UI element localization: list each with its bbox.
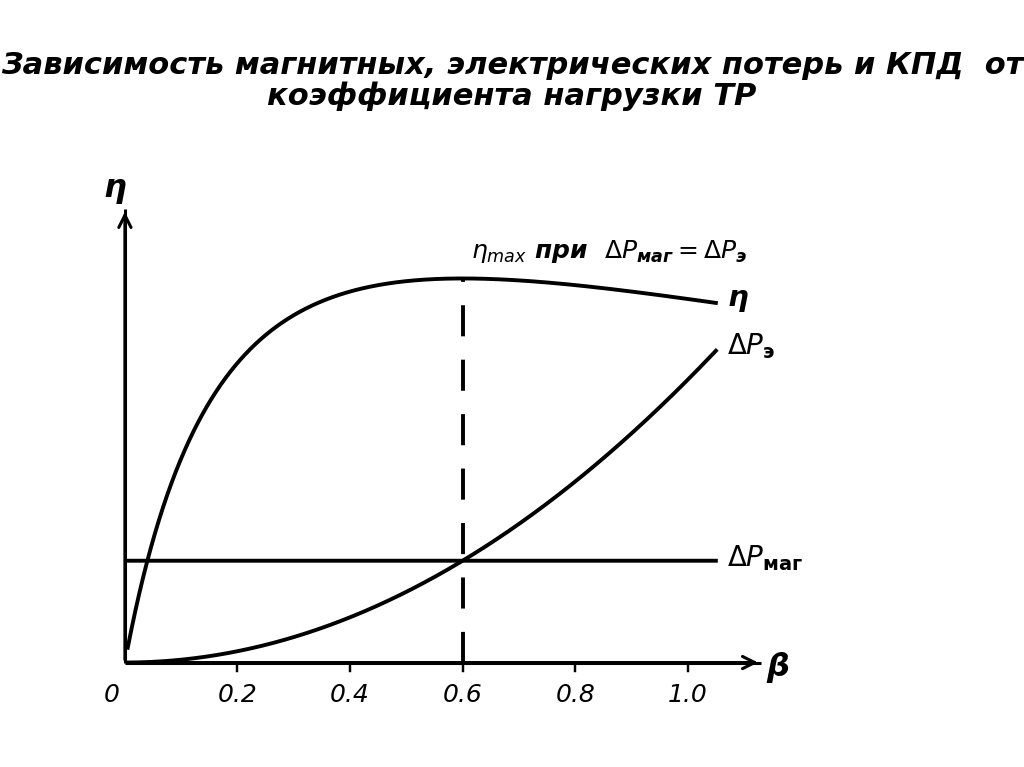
Text: 0.6: 0.6	[442, 683, 482, 707]
Text: 0: 0	[103, 683, 119, 707]
Text: $\eta_{\mathit{max}}$ при  $\Delta P_{\mathregular{маг}}$$=\Delta P_{\mathregula: $\eta_{\mathit{max}}$ при $\Delta P_{\ma…	[471, 238, 748, 265]
Text: Зависимость магнитных, электрических потерь и КПД  от: Зависимость магнитных, электрических пот…	[1, 51, 1023, 80]
Text: η: η	[727, 285, 748, 312]
Text: 0.2: 0.2	[217, 683, 257, 707]
Text: 0.4: 0.4	[330, 683, 370, 707]
Text: η: η	[103, 173, 126, 205]
Text: β: β	[767, 652, 790, 683]
Text: 1.0: 1.0	[668, 683, 708, 707]
Text: $\Delta P_{\mathregular{маг}}$: $\Delta P_{\mathregular{маг}}$	[727, 544, 804, 573]
Text: коэффициента нагрузки ТР: коэффициента нагрузки ТР	[267, 81, 757, 110]
Text: 0.8: 0.8	[555, 683, 595, 707]
Text: $\Delta P_{\mathregular{э}}$: $\Delta P_{\mathregular{э}}$	[727, 331, 775, 361]
